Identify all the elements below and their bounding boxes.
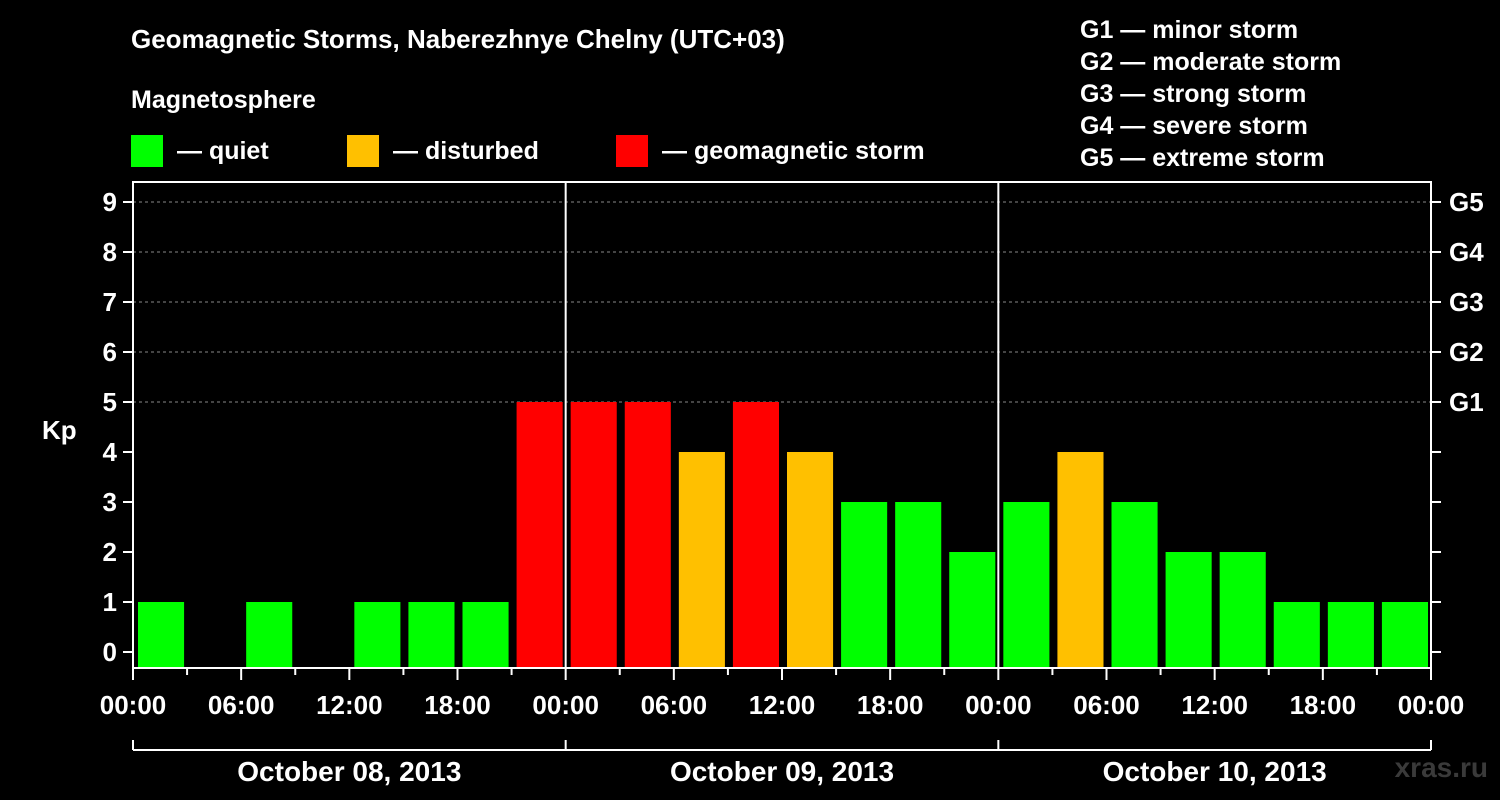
legend-swatch-storm (616, 135, 648, 167)
storm-level-g4: G4 — severe storm (1080, 112, 1308, 140)
kp-bar (732, 402, 779, 668)
x-tick-label: 06:00 (208, 690, 275, 720)
g-level-label: G3 (1449, 287, 1484, 317)
chart-subtitle: Magnetosphere (131, 86, 316, 114)
kp-bar (1165, 552, 1212, 668)
day-label: October 10, 2013 (1103, 756, 1327, 787)
x-tick-label: 12:00 (749, 690, 816, 720)
x-tick-label: 00:00 (532, 690, 599, 720)
legend-label-quiet: — quiet (177, 136, 269, 165)
kp-bar (570, 402, 617, 668)
y-tick-label: 2 (103, 537, 117, 567)
x-tick-label: 18:00 (1290, 690, 1357, 720)
kp-bar (678, 452, 725, 668)
y-tick-label: 9 (103, 187, 117, 217)
kp-bar (949, 552, 996, 668)
x-tick-label: 06:00 (1073, 690, 1140, 720)
storm-level-g5: G5 — extreme storm (1080, 144, 1325, 172)
g-level-label: G4 (1449, 237, 1484, 267)
x-tick-label: 12:00 (316, 690, 383, 720)
kp-bar (246, 602, 293, 668)
storm-level-legend: G1 — minor storm G2 — moderate storm G3 … (1080, 14, 1341, 174)
y-tick-label: 1 (103, 587, 117, 617)
day-label: October 08, 2013 (237, 756, 461, 787)
g-level-label: G1 (1449, 387, 1484, 417)
y-tick-label: 7 (103, 287, 117, 317)
kp-bar (138, 602, 185, 668)
g-level-label: G2 (1449, 337, 1484, 367)
x-tick-label: 00:00 (1398, 690, 1465, 720)
kp-bar (1327, 602, 1374, 668)
x-tick-label: 12:00 (1181, 690, 1248, 720)
y-tick-label: 6 (103, 337, 117, 367)
watermark: xras.ru (1394, 752, 1488, 783)
kp-bar (895, 502, 942, 668)
y-tick-label: 4 (103, 437, 118, 467)
x-tick-label: 18:00 (857, 690, 924, 720)
x-tick-label: 18:00 (424, 690, 491, 720)
kp-bar (841, 502, 888, 668)
legend-item-quiet: — quiet (131, 134, 269, 168)
y-tick-label: 3 (103, 487, 117, 517)
storm-level-g2: G2 — moderate storm (1080, 48, 1342, 76)
legend-label-storm: — geomagnetic storm (662, 136, 925, 165)
kp-bar (408, 602, 455, 668)
y-tick-label: 8 (103, 237, 117, 267)
y-axis-label: Kp (42, 415, 77, 445)
x-tick-label: 06:00 (641, 690, 708, 720)
y-tick-label: 5 (103, 387, 117, 417)
day-label: October 09, 2013 (670, 756, 894, 787)
kp-bar (624, 402, 671, 668)
legend-swatch-disturbed (347, 135, 379, 167)
kp-bar (1057, 452, 1104, 668)
kp-bar (462, 602, 509, 668)
kp-bar (1219, 552, 1266, 668)
x-tick-label: 00:00 (100, 690, 167, 720)
legend-label-disturbed: — disturbed (393, 136, 539, 165)
kp-bar (354, 602, 401, 668)
legend-item-disturbed: — disturbed (347, 134, 539, 168)
x-tick-label: 00:00 (965, 690, 1032, 720)
kp-bar (1381, 602, 1428, 668)
kp-bar (1111, 502, 1158, 668)
kp-bar (1273, 602, 1320, 668)
storm-level-g1: G1 — minor storm (1080, 16, 1299, 44)
legend-item-storm: — geomagnetic storm (616, 134, 925, 168)
chart-title: Geomagnetic Storms, Naberezhnye Chelny (… (131, 24, 785, 54)
kp-bar (787, 452, 834, 668)
legend-swatch-quiet (131, 135, 163, 167)
kp-bar (516, 402, 563, 668)
storm-level-g3: G3 — strong storm (1080, 80, 1307, 108)
y-tick-label: 0 (103, 637, 117, 667)
kp-bar (1003, 502, 1050, 668)
g-level-label: G5 (1449, 187, 1484, 217)
